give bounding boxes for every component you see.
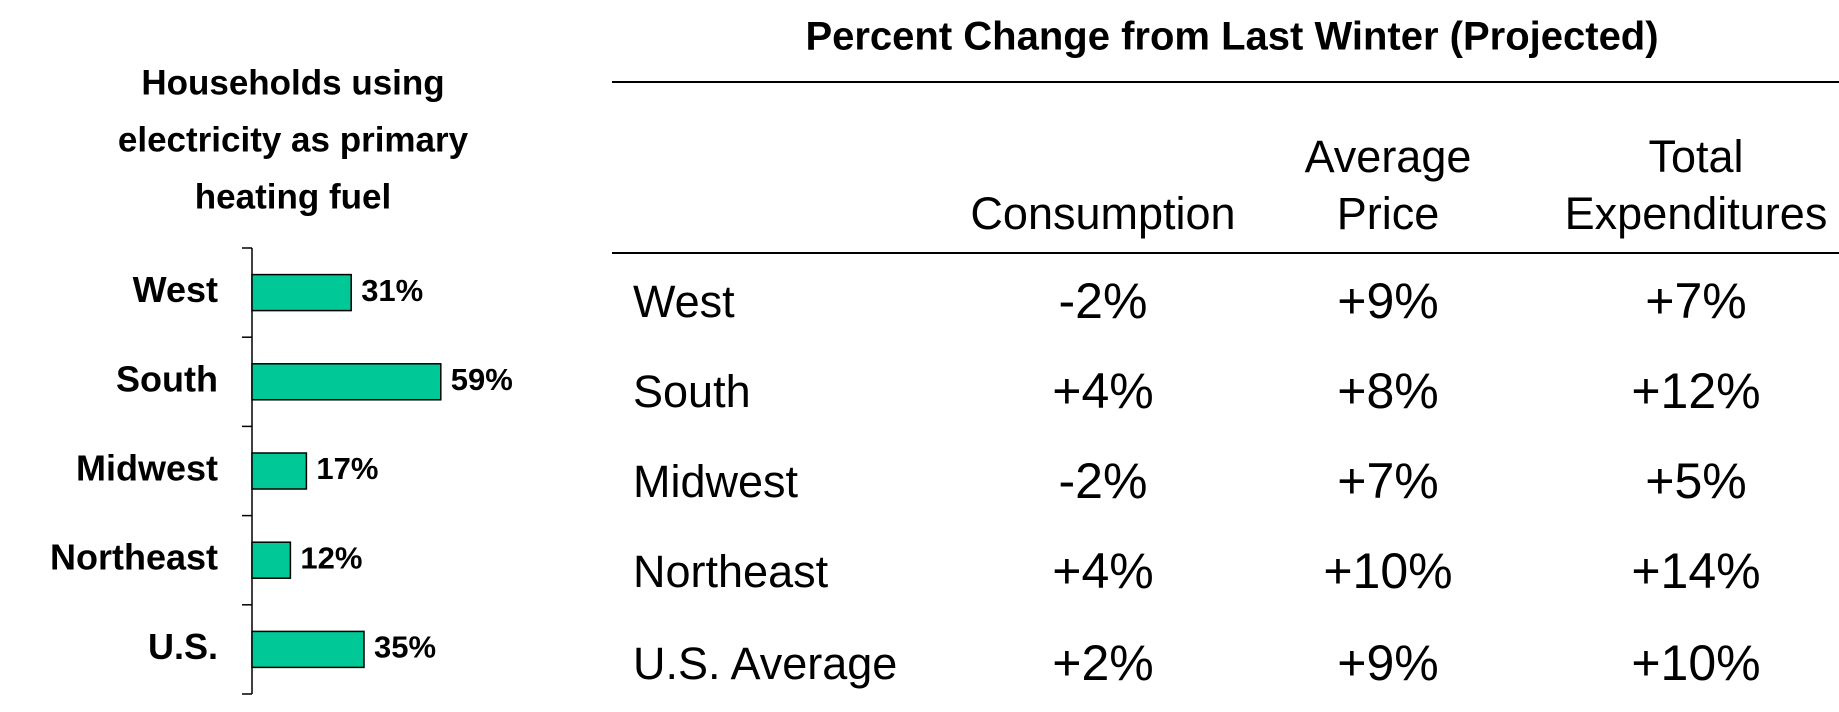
value-label: 17% — [316, 451, 378, 486]
chart-title: Households using — [141, 63, 444, 102]
column-header: Total — [1648, 131, 1743, 182]
row-label: U.S. Average — [633, 638, 897, 689]
column-header: Expenditures — [1565, 188, 1828, 239]
category-label: U.S. — [148, 626, 218, 667]
value-label: 12% — [300, 540, 362, 575]
table-cell: +7% — [1337, 453, 1438, 509]
value-label: 35% — [374, 630, 436, 665]
table-cell: +12% — [1631, 363, 1760, 419]
table-cell: +2% — [1052, 635, 1153, 691]
table-cell: +8% — [1337, 363, 1438, 419]
row-label: Midwest — [633, 456, 799, 507]
table-cell: +7% — [1645, 273, 1746, 329]
category-label: Northeast — [50, 537, 218, 578]
table-cell: +4% — [1052, 543, 1153, 599]
bar-chart: Households using electricity as primary he… — [50, 63, 513, 695]
row-label: West — [633, 276, 735, 327]
category-label: South — [116, 358, 218, 399]
table-cell: +10% — [1323, 543, 1452, 599]
column-header: Consumption — [970, 188, 1235, 239]
bar — [251, 363, 442, 401]
table-cell: +10% — [1631, 635, 1760, 691]
bar — [251, 630, 365, 669]
row-label: South — [633, 366, 751, 417]
table-cell: -2% — [1059, 453, 1148, 509]
value-label: 59% — [451, 362, 513, 397]
row-label: Northeast — [633, 546, 829, 597]
category-label: West — [133, 269, 218, 310]
value-label: 31% — [361, 273, 423, 308]
table-cell: +9% — [1337, 273, 1438, 329]
table-cell: +4% — [1052, 363, 1153, 419]
bar — [251, 541, 292, 579]
column-header: Price — [1337, 188, 1440, 239]
table-cell: +5% — [1645, 453, 1746, 509]
chart-title: electricity as primary — [118, 120, 469, 159]
table-title: Percent Change from Last Winter (Project… — [805, 15, 1658, 59]
category-label: Midwest — [76, 448, 218, 489]
bar — [251, 273, 352, 312]
table-cell: +14% — [1631, 543, 1760, 599]
table: Percent Change from Last Winter (Project… — [612, 15, 1839, 691]
table-cell: -2% — [1059, 273, 1148, 329]
bar — [251, 452, 308, 490]
table-cell: +9% — [1337, 635, 1438, 691]
chart-title: heating fuel — [195, 177, 391, 216]
column-header: Average — [1305, 131, 1472, 182]
